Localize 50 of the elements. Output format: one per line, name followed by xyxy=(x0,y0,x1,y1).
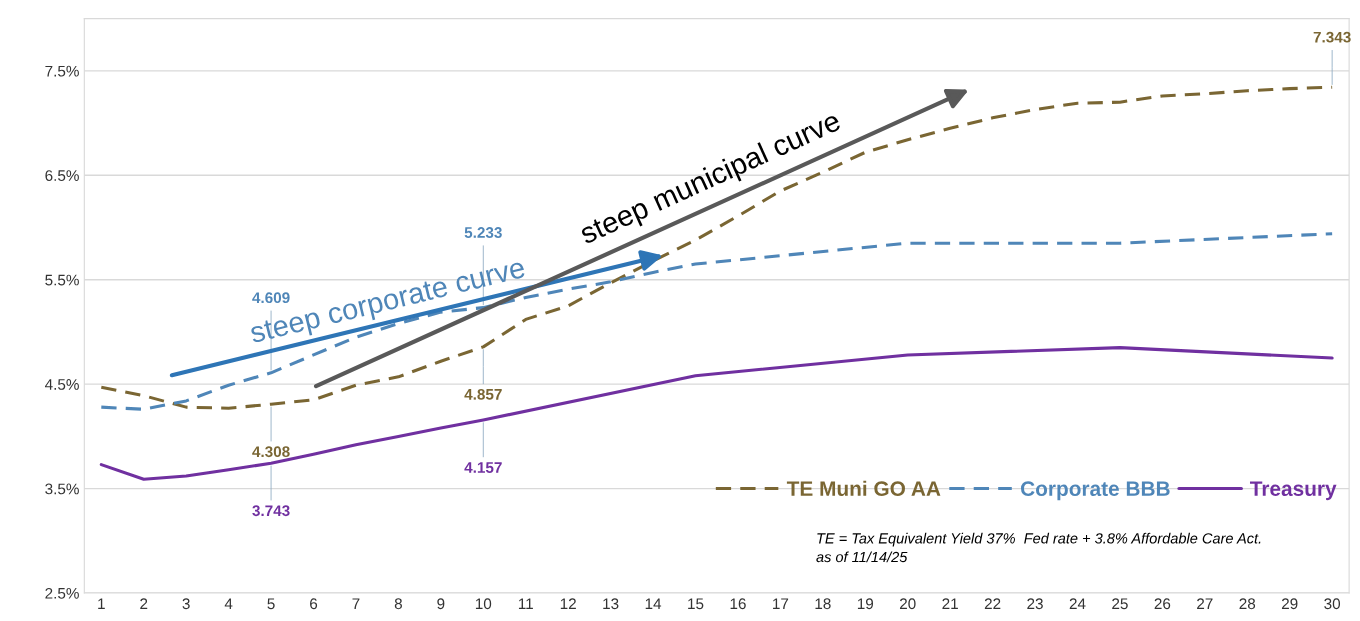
x-tick-label: 23 xyxy=(1027,598,1043,610)
x-tick-label: 17 xyxy=(773,598,789,609)
legend-label: Corporate BBB xyxy=(1020,481,1170,501)
legend-label: Treasury xyxy=(1249,481,1337,501)
data-label: 4.609 xyxy=(252,292,290,304)
x-tick-label: 2 xyxy=(140,598,148,609)
y-tick-label: 5.5% xyxy=(45,274,79,286)
x-tick-label: 24 xyxy=(1069,598,1086,609)
annotation: TE = Tax Equivalent Yield 37% Fed rate + 3.8% Affordable Care Act. xyxy=(817,532,1261,547)
x-tick-label: 13 xyxy=(603,598,619,610)
x-tick-label: 9 xyxy=(437,598,445,610)
x-tick-label: 15 xyxy=(688,598,704,610)
x-tick-label: 14 xyxy=(645,598,662,609)
x-tick-label: 10 xyxy=(475,598,492,610)
x-tick-label: 11 xyxy=(518,598,533,609)
x-tick-label: 4 xyxy=(224,598,233,609)
annotation: as of 11/14/25 xyxy=(816,551,908,563)
data-label: 4.308 xyxy=(252,446,290,458)
x-tick-label: 27 xyxy=(1197,598,1213,609)
x-tick-label: 16 xyxy=(730,598,746,610)
y-tick-label: 6.5% xyxy=(45,170,79,181)
x-tick-label: 25 xyxy=(1112,598,1128,610)
y-tick-label: 3.5% xyxy=(45,483,79,495)
x-tick-label: 7 xyxy=(352,598,360,609)
line-series xyxy=(99,346,1334,481)
x-tick-label: 20 xyxy=(899,598,916,610)
x-tick-label: 3 xyxy=(182,598,190,610)
data-label: 5.233 xyxy=(464,227,502,238)
x-tick-label: 30 xyxy=(1324,598,1341,610)
x-tick-label: 21 xyxy=(942,598,958,609)
x-tick-label: 28 xyxy=(1239,598,1256,610)
x-tick-label: 8 xyxy=(394,598,402,610)
y-tick-label: 2.5% xyxy=(45,587,79,599)
data-label: 4.157 xyxy=(464,462,502,473)
x-tick-label: 5 xyxy=(267,598,275,610)
y-tick-label: 4.5% xyxy=(44,379,79,390)
data-label: 3.743 xyxy=(252,505,290,517)
line-series xyxy=(99,85,1334,410)
x-tick-label: 1 xyxy=(98,598,105,609)
x-tick-label: 12 xyxy=(560,598,576,609)
x-tick-label: 26 xyxy=(1154,598,1171,610)
x-tick-label: 18 xyxy=(815,598,831,610)
legend-label: TE Muni GO AA xyxy=(786,480,941,497)
data-label: 4.857 xyxy=(464,388,502,400)
x-tick-label: 22 xyxy=(984,598,1001,609)
x-tick-label: 6 xyxy=(310,598,318,610)
data-label: 7.343 xyxy=(1313,31,1351,43)
y-tick-label: 7.5% xyxy=(45,65,79,77)
x-tick-label: 19 xyxy=(857,598,874,610)
x-tick-label: 29 xyxy=(1281,598,1298,610)
